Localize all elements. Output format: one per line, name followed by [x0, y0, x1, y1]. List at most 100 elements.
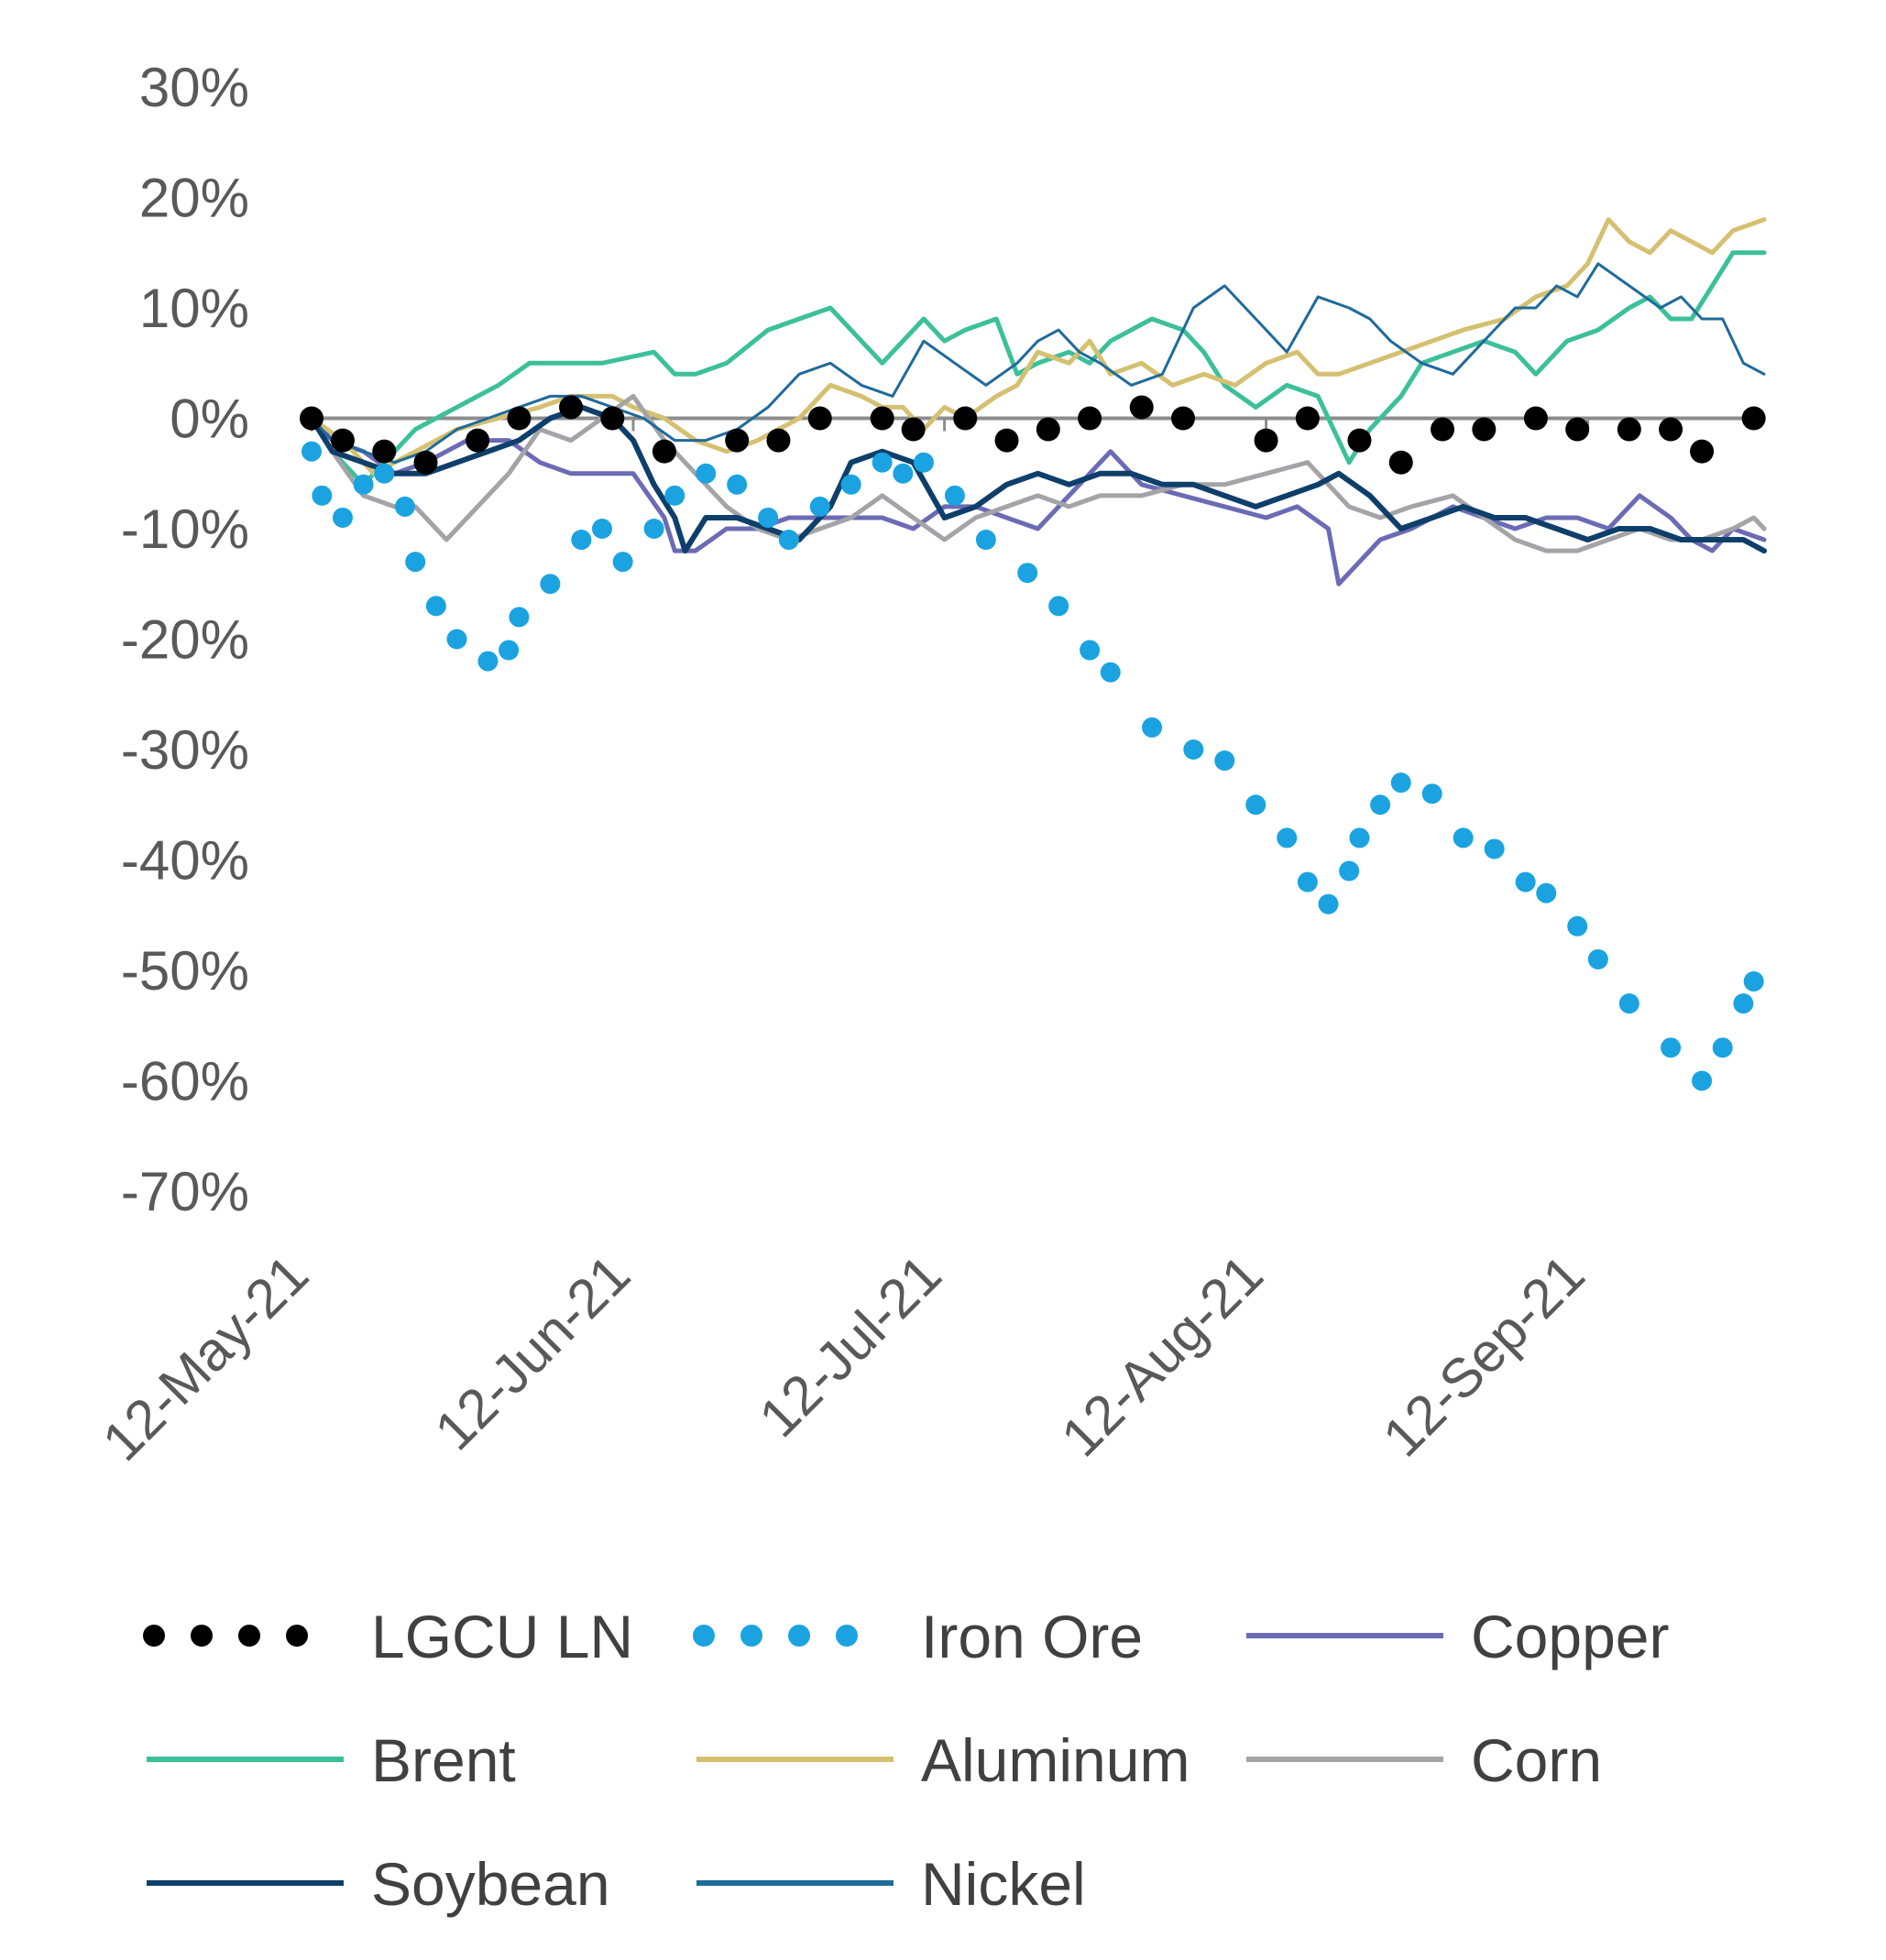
- legend-label: Soybean: [371, 1850, 610, 1918]
- data-point-lgcu-ln: [1347, 428, 1372, 453]
- data-point-iron-ore: [425, 596, 446, 617]
- data-point-iron-ore: [394, 496, 415, 517]
- data-point-iron-ore: [1733, 993, 1754, 1014]
- legend-item-copper: Copper: [1246, 1603, 1669, 1670]
- x-tick-label: 12-Sep-21: [1371, 1243, 1596, 1469]
- data-point-iron-ore: [405, 552, 426, 573]
- data-point-iron-ore: [913, 452, 934, 473]
- data-point-iron-ore: [944, 485, 965, 506]
- x-tick-label: 12-May-21: [91, 1243, 320, 1473]
- legend-marker-dot: [286, 1625, 308, 1647]
- data-point-iron-ore: [1277, 827, 1298, 849]
- data-point-lgcu-ln: [1171, 406, 1195, 431]
- legend-label: Corn: [1471, 1726, 1602, 1794]
- data-point-iron-ore: [353, 474, 374, 495]
- data-point-lgcu-ln: [725, 428, 750, 453]
- data-point-iron-ore: [1536, 882, 1557, 903]
- data-point-lgcu-ln: [994, 428, 1019, 453]
- data-point-iron-ore: [374, 463, 395, 484]
- series-lgcu-ln: [300, 395, 1766, 475]
- data-point-lgcu-ln: [1388, 450, 1413, 475]
- y-axis: 30% 20% 10% 0% -10% -20% -30% -40% -50% -60% -70%: [121, 57, 249, 1222]
- data-point-iron-ore: [1390, 772, 1411, 794]
- legend: LGCU LN Iron Ore Copper Brent Aluminum Corn So…: [143, 1603, 1669, 1918]
- legend-marker-dot: [693, 1625, 715, 1647]
- series-line-brent: [309, 250, 1767, 487]
- data-point-iron-ore: [1661, 1037, 1682, 1058]
- data-point-iron-ore: [1318, 893, 1339, 914]
- data-point-iron-ore: [1618, 993, 1639, 1014]
- data-point-lgcu-ln: [1472, 417, 1497, 442]
- legend-marker-dot: [238, 1625, 260, 1647]
- data-point-iron-ore: [612, 552, 633, 573]
- data-point-lgcu-ln: [1741, 406, 1766, 431]
- y-tick-label: 30%: [139, 57, 249, 118]
- legend-item-corn: Corn: [1246, 1726, 1602, 1794]
- data-point-iron-ore: [1421, 783, 1442, 805]
- legend-label: Brent: [371, 1726, 516, 1794]
- x-axis: 12-May-21 12-Jun-21 12-Jul-21 12-Aug-21 12-S…: [91, 416, 1764, 1473]
- data-point-lgcu-ln: [507, 406, 532, 431]
- data-point-lgcu-ln: [807, 406, 832, 431]
- data-point-iron-ore: [1587, 948, 1608, 969]
- data-point-iron-ore: [1214, 750, 1235, 772]
- data-point-iron-ore: [592, 519, 612, 539]
- data-point-iron-ore: [778, 530, 799, 551]
- data-point-iron-ore: [1048, 596, 1069, 617]
- data-point-iron-ore: [1080, 640, 1101, 661]
- legend-label: LGCU LN: [371, 1603, 633, 1670]
- data-point-iron-ore: [1370, 794, 1391, 816]
- y-tick-label: -40%: [121, 830, 249, 892]
- data-point-lgcu-ln: [1690, 439, 1715, 464]
- y-tick-label: -10%: [121, 498, 249, 560]
- data-point-lgcu-ln: [1523, 406, 1548, 431]
- legend-item-lgcu-ln: LGCU LN: [143, 1603, 633, 1670]
- data-point-lgcu-ln: [1659, 417, 1683, 442]
- series-line-nickel: [310, 262, 1766, 465]
- data-point-lgcu-ln: [600, 406, 625, 431]
- data-point-iron-ore: [499, 640, 520, 661]
- data-point-iron-ore: [571, 530, 592, 551]
- data-point-iron-ore: [1017, 563, 1038, 584]
- data-point-lgcu-ln: [413, 450, 438, 475]
- data-point-iron-ore: [1515, 871, 1536, 892]
- legend-item-iron-ore: Iron Ore: [693, 1603, 1143, 1670]
- data-point-iron-ore: [840, 474, 861, 495]
- series-line-soybean: [309, 404, 1767, 554]
- legend-item-nickel: Nickel: [696, 1850, 1086, 1918]
- data-point-lgcu-ln: [300, 406, 323, 431]
- data-point-iron-ore: [872, 452, 893, 473]
- series-line-corn: [309, 393, 1767, 553]
- data-point-iron-ore: [809, 496, 830, 517]
- data-point-lgcu-ln: [870, 406, 894, 431]
- data-point-iron-ore: [1245, 794, 1266, 816]
- data-point-iron-ore: [302, 441, 322, 462]
- data-point-iron-ore: [446, 629, 467, 650]
- data-point-lgcu-ln: [1036, 417, 1060, 442]
- data-point-lgcu-ln: [1129, 395, 1154, 420]
- x-tick-label: 12-Jul-21: [748, 1243, 953, 1449]
- legend-item-soybean: Soybean: [147, 1850, 610, 1918]
- legend-marker-dot: [191, 1625, 213, 1647]
- data-point-iron-ore: [643, 519, 664, 539]
- data-point-iron-ore: [540, 574, 561, 595]
- x-tick-label: 12-Jun-21: [423, 1243, 641, 1462]
- data-point-iron-ore: [1567, 915, 1588, 936]
- y-tick-label: 0%: [170, 389, 249, 450]
- data-point-lgcu-ln: [1295, 406, 1320, 431]
- data-point-lgcu-ln: [559, 395, 584, 420]
- data-point-iron-ore: [1100, 662, 1121, 683]
- data-point-iron-ore: [1142, 717, 1163, 738]
- series-iron-ore: [302, 441, 1764, 1091]
- data-point-iron-ore: [758, 507, 779, 528]
- data-point-iron-ore: [975, 530, 996, 551]
- y-tick-label: -30%: [121, 719, 249, 781]
- data-point-iron-ore: [312, 485, 333, 506]
- legend-marker-dot: [788, 1625, 810, 1647]
- data-point-lgcu-ln: [1254, 428, 1278, 453]
- data-point-iron-ore: [509, 607, 530, 628]
- data-point-iron-ore: [1183, 739, 1204, 760]
- data-point-lgcu-ln: [1617, 417, 1641, 442]
- data-point-iron-ore: [1339, 860, 1360, 881]
